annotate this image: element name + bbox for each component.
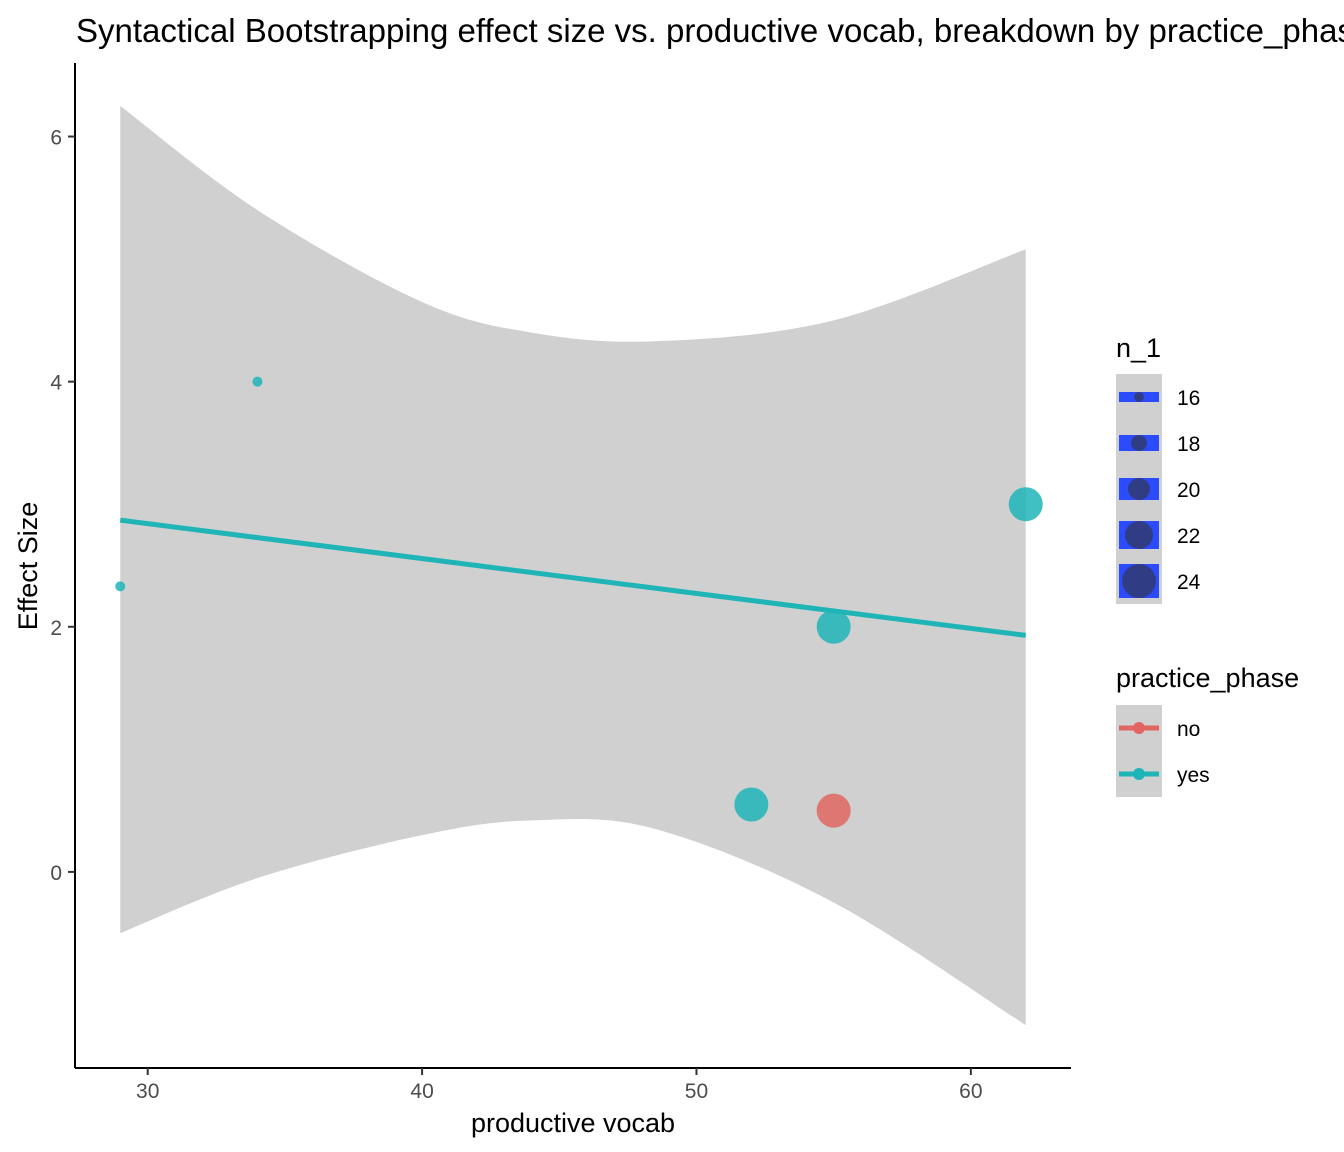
- x-tick-label: 60: [959, 1080, 982, 1103]
- regression-line: [119, 517, 1027, 638]
- chart-title: Syntactical Bootstrapping effect size vs…: [76, 12, 1344, 49]
- size-legend-label: 16: [1177, 387, 1200, 410]
- y-tick-label: 2: [50, 617, 62, 640]
- data-point-4: [816, 793, 851, 828]
- x-tick-label: 40: [410, 1080, 433, 1103]
- data-point-3: [816, 609, 851, 644]
- color-legend-title: practice_phase: [1116, 663, 1299, 693]
- x-axis-title: productive vocab: [471, 1108, 675, 1138]
- confidence-band: [120, 105, 1026, 1026]
- size-legend: n_1 16 18 20 22 24: [1116, 333, 1201, 604]
- color-legend: practice_phase no yes: [1116, 663, 1299, 797]
- data-point-1: [252, 376, 263, 387]
- color-legend-key-bg: [1116, 705, 1162, 797]
- size-legend-dot: [1122, 564, 1156, 598]
- plot-area: [115, 105, 1043, 1026]
- size-legend-dot: [1131, 435, 1147, 451]
- size-legend-title: n_1: [1116, 333, 1161, 363]
- y-tick-label: 0: [50, 862, 62, 885]
- axes: 30 40 50 60 0 2 4 6: [50, 63, 1071, 1103]
- color-legend-label: no: [1177, 718, 1200, 741]
- data-point-5: [1008, 487, 1043, 522]
- y-tick-label: 6: [50, 127, 62, 150]
- size-legend-dot: [1128, 478, 1150, 500]
- y-tick-label: 4: [50, 372, 62, 395]
- data-point-2: [734, 787, 769, 822]
- size-legend-label: 24: [1177, 571, 1201, 594]
- color-legend-dot: [1133, 768, 1145, 780]
- size-legend-label: 22: [1177, 525, 1200, 548]
- size-legend-label: 18: [1177, 433, 1200, 456]
- data-point-0: [115, 581, 126, 592]
- size-legend-dot: [1134, 392, 1144, 402]
- size-legend-label: 20: [1177, 479, 1200, 502]
- x-tick-label: 30: [136, 1080, 159, 1103]
- y-axis-title: Effect Size: [13, 502, 43, 631]
- x-tick-label: 50: [685, 1080, 708, 1103]
- size-legend-dot: [1125, 521, 1153, 549]
- color-legend-dot: [1133, 722, 1145, 734]
- color-legend-label: yes: [1177, 764, 1210, 787]
